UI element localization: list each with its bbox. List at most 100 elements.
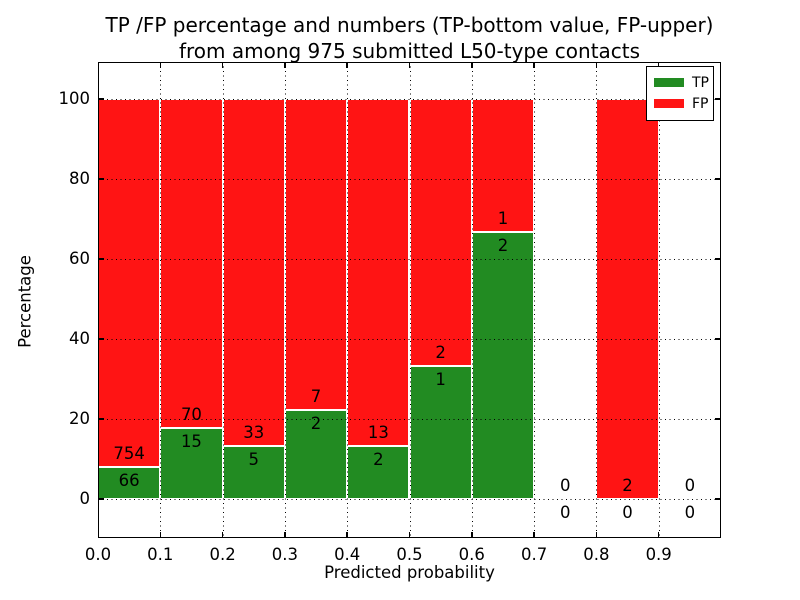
- x-tick-mark-top: [98, 62, 99, 68]
- x-tick-mark-top: [284, 62, 286, 68]
- tp-count-label: 15: [180, 432, 202, 452]
- x-tick-mark-top: [408, 62, 411, 68]
- y-tick-mark: [98, 498, 104, 500]
- y-tick-mark-right: [715, 178, 721, 180]
- y-tick-mark: [98, 98, 104, 100]
- x-tick-mark: [221, 532, 224, 538]
- fp-count-label: 13: [367, 422, 389, 442]
- fp-count-label: 7: [310, 387, 322, 407]
- fp-count-label: 2: [622, 476, 633, 495]
- y-tick-label: 0: [79, 489, 91, 508]
- legend-label: FP: [692, 95, 709, 112]
- x-gridline: [284, 62, 286, 538]
- x-tick-mark-top: [346, 62, 348, 68]
- y-tick-label: 60: [69, 249, 90, 268]
- x-tick-label: 0.0: [84, 545, 112, 564]
- fp-count-label: 33: [243, 423, 265, 443]
- x-tick-mark: [408, 532, 411, 538]
- x-tick-mark: [284, 532, 286, 538]
- x-tick-mark-top: [159, 62, 162, 68]
- fp-bar-segment: [409, 99, 472, 366]
- plot-area: 754 66 70 15 33 5 7 2 13 2 2 1 1 2 0 0 2 0 0 0: [98, 62, 721, 538]
- x-tick-label: 0.9: [645, 545, 672, 564]
- x-tick-mark: [657, 532, 660, 538]
- x-tick-label: 0.5: [396, 545, 423, 564]
- tp-count-label: 0: [622, 503, 633, 522]
- x-tick-mark: [533, 532, 535, 538]
- x-tick-mark-top: [657, 62, 660, 68]
- y-tick-mark-right: [715, 498, 721, 500]
- tp-bar-segment: [409, 365, 472, 499]
- legend-label: TP: [692, 74, 709, 91]
- chart-title-line-1: TP /FP percentage and numbers (TP-bottom…: [105, 13, 714, 37]
- x-tick-mark-top: [533, 62, 535, 68]
- fp-count-label: 0: [559, 476, 571, 495]
- x-gridline: [160, 62, 162, 538]
- x-gridline: [409, 62, 411, 538]
- y-axis-label: Percentage: [15, 255, 35, 348]
- x-tick-label: 0.2: [209, 545, 236, 564]
- fp-count-label: 2: [435, 342, 446, 362]
- tp-bar-segment: [471, 232, 535, 499]
- y-tick-label: 40: [69, 329, 90, 348]
- tp-count-label: 2: [310, 414, 322, 434]
- tp-count-label: 0: [684, 503, 696, 522]
- x-tick-mark-top: [471, 62, 473, 68]
- y-tick-label: 80: [69, 169, 90, 188]
- legend-entry-tp: TP: [654, 72, 709, 93]
- y-tick-mark-right: [715, 338, 721, 340]
- y-tick-mark-right: [715, 258, 721, 260]
- x-gridline: [471, 62, 473, 538]
- fp-bar-segment: [98, 99, 161, 467]
- x-tick-mark: [159, 532, 162, 538]
- y-tick-mark: [98, 418, 104, 420]
- tp-count-label: 5: [248, 450, 259, 470]
- tp-count-label: 0: [559, 503, 571, 522]
- x-tick-label: 0.1: [147, 545, 174, 564]
- fp-bar-segment: [284, 99, 348, 411]
- y-tick-mark-right: [715, 98, 721, 100]
- fp-bar-segment: [160, 99, 223, 429]
- legend-entry-fp: FP: [654, 93, 709, 114]
- y-tick-mark: [98, 178, 104, 180]
- x-tick-label: 0.4: [334, 545, 361, 564]
- x-tick-mark-top: [595, 62, 598, 68]
- x-gridline: [658, 62, 660, 538]
- y-tick-label: 100: [58, 89, 91, 108]
- tp-bar-segment: [98, 466, 161, 499]
- x-tick-mark: [595, 532, 598, 538]
- x-tick-mark: [98, 532, 99, 538]
- fp-count-label: 70: [180, 405, 202, 425]
- legend: TP FP: [646, 66, 714, 121]
- tp-count-label: 2: [373, 449, 384, 469]
- chart-title-line-2: from among 975 submitted L50-type contac…: [178, 39, 641, 63]
- x-gridline: [534, 62, 536, 538]
- x-tick-mark-top: [221, 62, 224, 68]
- fp-bar-segment: [347, 99, 410, 446]
- x-tick-label: 0.6: [458, 545, 485, 564]
- tp-legend-swatch: [654, 78, 684, 87]
- tp-bar-segment: [160, 428, 223, 499]
- x-tick-mark: [471, 532, 473, 538]
- y-tick-label: 20: [69, 409, 90, 428]
- y-tick-mark: [98, 258, 104, 260]
- fp-count-label: 1: [497, 209, 509, 229]
- fp-bar-segment: [222, 99, 285, 447]
- x-tick-label: 0.3: [271, 545, 299, 564]
- fp-legend-swatch: [654, 99, 684, 108]
- x-gridline: [596, 62, 598, 538]
- fp-count-label: 754: [113, 443, 145, 463]
- y-tick-mark: [98, 338, 104, 340]
- x-gridline: [222, 62, 224, 538]
- x-gridline: [347, 62, 349, 538]
- x-tick-label: 0.7: [520, 545, 548, 564]
- fp-count-label: 0: [684, 476, 696, 495]
- x-axis-label: Predicted probability: [324, 563, 495, 582]
- tp-count-label: 1: [435, 369, 446, 389]
- x-tick-mark: [346, 532, 348, 538]
- x-tick-label: 0.8: [583, 545, 610, 564]
- fp-bar-segment: [596, 99, 659, 499]
- y-tick-mark-right: [715, 418, 721, 420]
- tp-count-label: 2: [497, 236, 509, 256]
